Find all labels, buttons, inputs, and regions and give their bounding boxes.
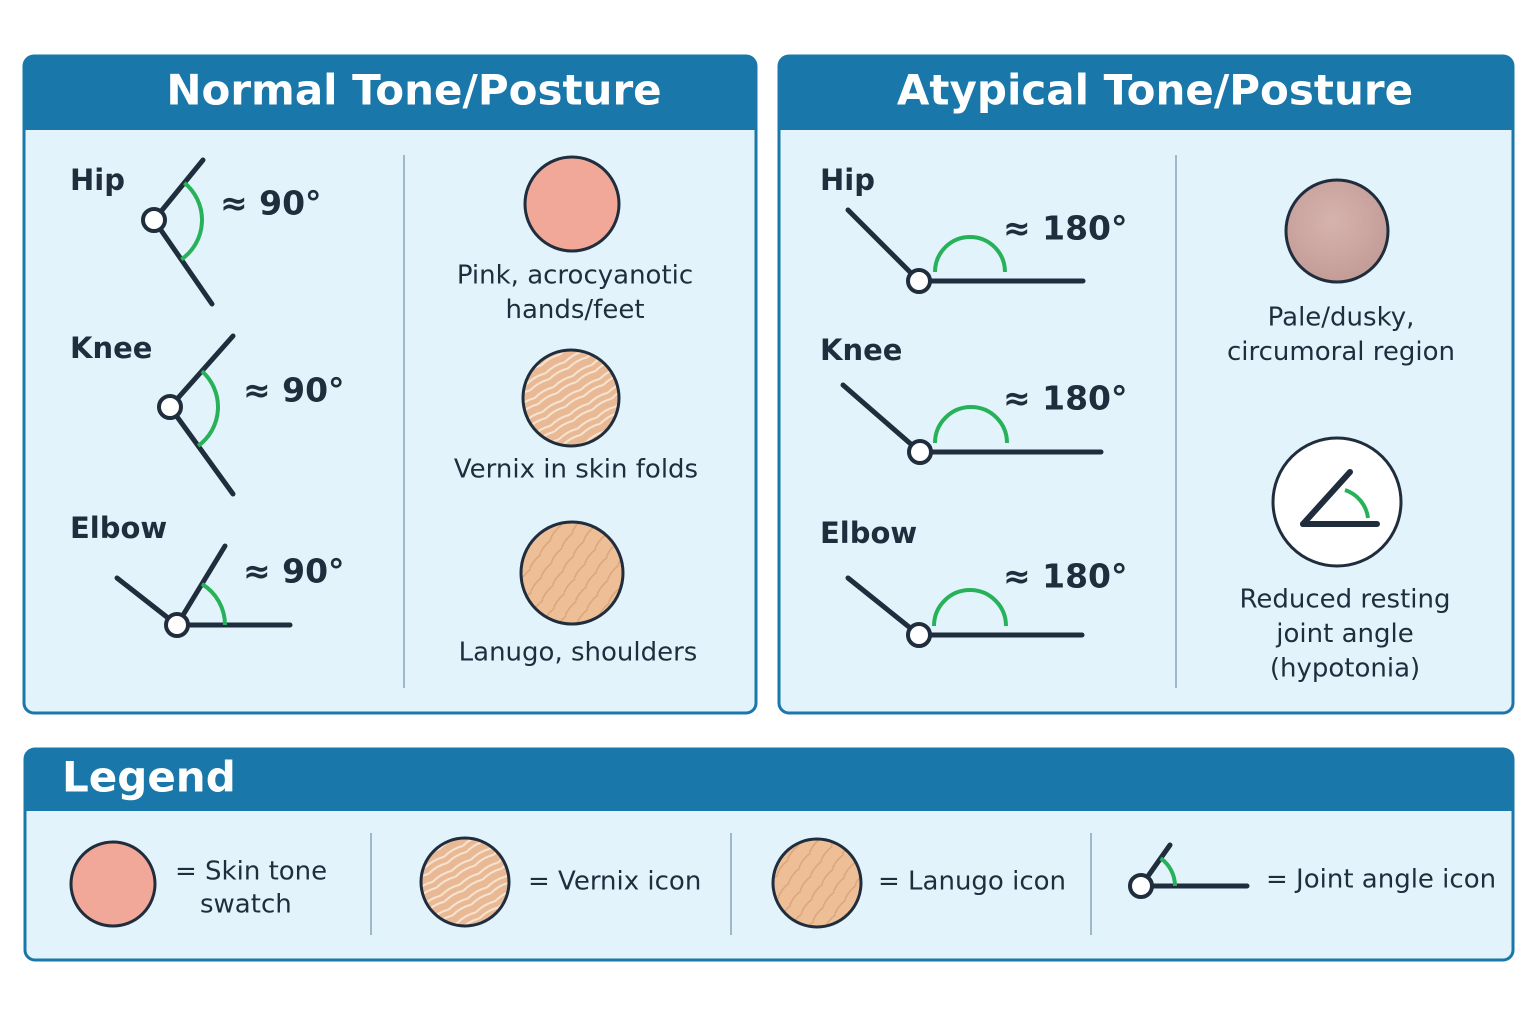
limb bbox=[174, 543, 228, 628]
angle-arc bbox=[1159, 856, 1177, 887]
angle-label: ≈ 180° bbox=[1003, 557, 1128, 596]
legend-text: = Lanugo icon bbox=[878, 867, 1066, 897]
icon-frame bbox=[1271, 436, 1403, 568]
legend-text: = Skin tone bbox=[175, 857, 327, 887]
angle-arc bbox=[933, 235, 1007, 273]
legend-text: swatch bbox=[200, 890, 292, 920]
finding-text: Reduced resting bbox=[1240, 585, 1451, 615]
joint bbox=[141, 207, 167, 233]
limb bbox=[151, 217, 215, 307]
joint-icon bbox=[1128, 842, 1250, 899]
joint-label: Elbow bbox=[820, 516, 917, 550]
finding-text: Pink, acrocyanotic bbox=[457, 261, 693, 291]
joint-label: Hip bbox=[820, 163, 875, 197]
limb bbox=[845, 207, 922, 284]
joint bbox=[906, 622, 932, 648]
joint-icon bbox=[141, 157, 215, 307]
joint-icon bbox=[845, 207, 1086, 294]
finding-text: Pale/dusky, bbox=[1268, 303, 1415, 333]
legend-text: = Vernix icon bbox=[528, 867, 701, 897]
limb bbox=[167, 404, 236, 497]
panel-title: Normal Tone/Posture bbox=[166, 66, 661, 115]
joint-icon bbox=[840, 382, 1104, 465]
swatch bbox=[519, 520, 625, 626]
angle-label: ≈ 90° bbox=[243, 371, 345, 410]
joint bbox=[157, 394, 183, 420]
panel-header bbox=[779, 56, 1513, 130]
finding-text: joint angle bbox=[1275, 619, 1413, 649]
joint bbox=[164, 612, 190, 638]
angle-arc bbox=[180, 181, 204, 262]
joint-icon bbox=[157, 333, 236, 497]
legend-text: = Joint angle icon bbox=[1266, 865, 1496, 895]
swatch bbox=[1284, 178, 1390, 284]
limb bbox=[840, 382, 923, 455]
joint bbox=[907, 439, 933, 465]
finding-text: circumoral region bbox=[1227, 337, 1455, 367]
swatch bbox=[523, 155, 621, 253]
panel-header bbox=[24, 56, 756, 130]
joint bbox=[1128, 873, 1154, 899]
angle-arc bbox=[932, 588, 1008, 627]
angle-arc bbox=[933, 405, 1009, 444]
panel-header bbox=[25, 749, 1513, 811]
limb bbox=[845, 575, 922, 638]
angle-arc bbox=[196, 369, 220, 448]
joint-label: Elbow bbox=[70, 511, 167, 545]
angle-label: ≈ 90° bbox=[220, 184, 322, 223]
swatch bbox=[771, 837, 863, 929]
panel-title: Atypical Tone/Posture bbox=[897, 66, 1413, 115]
angle-arc bbox=[1344, 488, 1370, 519]
limb bbox=[1300, 469, 1353, 527]
joint bbox=[906, 268, 932, 294]
joint-label: Knee bbox=[70, 331, 152, 365]
finding-text: hands/feet bbox=[505, 295, 644, 325]
angle-label: ≈ 180° bbox=[1003, 379, 1128, 418]
joint-label: Hip bbox=[70, 163, 125, 197]
joint-icon bbox=[845, 575, 1085, 648]
finding-text: Vernix in skin folds bbox=[454, 455, 698, 485]
swatch bbox=[69, 840, 157, 928]
swatch bbox=[521, 348, 621, 448]
angle-arc bbox=[200, 582, 227, 626]
angle-label: ≈ 90° bbox=[243, 552, 345, 591]
swatch bbox=[419, 836, 511, 928]
finding-text: (hypotonia) bbox=[1270, 654, 1420, 684]
panel-body bbox=[22, 54, 758, 715]
joint-icon bbox=[114, 543, 293, 638]
angle-label: ≈ 180° bbox=[1003, 209, 1128, 248]
joint-label: Knee bbox=[820, 333, 902, 367]
finding-text: Lanugo, shoulders bbox=[459, 638, 698, 668]
legend-title: Legend bbox=[62, 753, 236, 802]
